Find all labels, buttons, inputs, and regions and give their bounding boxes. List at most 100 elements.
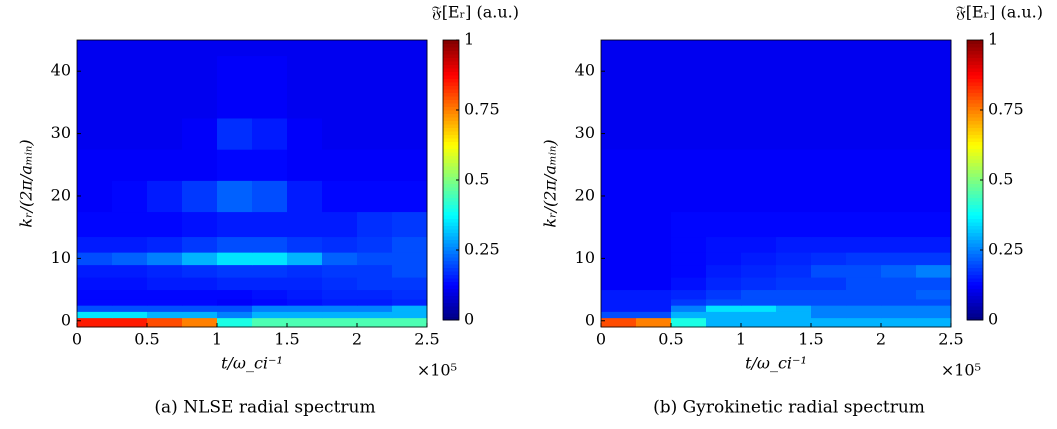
heatmap-cell <box>252 180 288 213</box>
colorbar-swatch <box>443 166 459 170</box>
heatmap-cell <box>636 117 672 150</box>
colorbar-swatch <box>967 218 983 223</box>
heatmap-cell <box>881 305 917 312</box>
colorbar-swatch <box>443 71 459 76</box>
heatmap-cell <box>776 252 812 266</box>
heatmap-cell <box>322 180 358 213</box>
heatmap-cell <box>741 149 777 181</box>
heatmap-cell <box>392 277 428 291</box>
heatmap-cell <box>392 236 428 253</box>
heatmap-cell <box>741 277 777 291</box>
colorbar-swatch <box>443 78 459 83</box>
heatmap-cell <box>846 252 882 266</box>
heatmap-cell <box>322 311 358 319</box>
heatmap-cell <box>776 40 812 57</box>
heatmap-cell <box>357 211 393 238</box>
heatmap-cell <box>811 298 847 306</box>
colorbar-swatch <box>967 313 983 317</box>
heatmap-cell <box>287 149 323 181</box>
colorbar-swatch <box>967 292 983 296</box>
heatmap-cell <box>916 311 952 319</box>
heatmap-cell <box>846 117 882 150</box>
x-tick-label: 2.5 <box>414 330 439 349</box>
heatmap-cell <box>287 289 323 300</box>
colorbar-swatch <box>967 134 983 139</box>
y-axis-label: kᵣ/(2π/aₘᵢₙ) <box>541 139 560 227</box>
y-tick-label: 40 <box>575 61 595 80</box>
heatmap-cell <box>217 211 253 238</box>
heatmap-cell <box>601 317 637 328</box>
colorbar-swatch <box>967 43 983 48</box>
heatmap-cell <box>217 55 253 88</box>
heatmap-cell <box>601 236 637 253</box>
heatmap-cell <box>147 298 183 306</box>
heatmap-cell <box>846 86 882 119</box>
colorbar-swatch <box>443 82 459 86</box>
heatmap-cell <box>706 117 742 150</box>
colorbar-swatch <box>967 225 983 230</box>
x-tick-label: 2.5 <box>938 330 963 349</box>
heatmap-cell <box>671 180 707 213</box>
heatmap-cell <box>287 55 323 88</box>
heatmap-cell <box>357 317 393 328</box>
heatmap-cell <box>252 236 288 253</box>
heatmap-cell <box>636 277 672 291</box>
colorbar-swatch <box>967 169 983 174</box>
heatmap-cell <box>217 236 253 253</box>
x-tick-label: 1.5 <box>798 330 823 349</box>
heatmap-cell <box>601 86 637 119</box>
heatmap-cell <box>357 311 393 319</box>
heatmap-cell <box>77 55 113 88</box>
colorbar-label: 𝔉[Eᵣ] (a.u.) <box>432 3 519 22</box>
colorbar-swatch <box>967 288 983 293</box>
heatmap-cell <box>706 305 742 312</box>
colorbar-swatch <box>443 215 459 219</box>
heatmap-cell <box>392 117 428 150</box>
heatmap-cell <box>252 117 288 150</box>
heatmap-cell <box>252 289 288 300</box>
heatmap-cell <box>287 317 323 328</box>
heatmap-cell <box>217 86 253 119</box>
heatmap-cell <box>811 55 847 88</box>
colorbar-swatch <box>967 82 983 86</box>
heatmap-cell <box>706 311 742 319</box>
colorbar-swatch <box>443 43 459 48</box>
plot-frame <box>600 39 952 328</box>
heatmap-cell <box>287 264 323 278</box>
heatmap-cell <box>322 264 358 278</box>
heatmap-cell <box>77 40 113 57</box>
colorbar-swatch <box>443 208 459 212</box>
heatmap-cell <box>322 86 358 119</box>
heatmap-cell <box>182 117 218 150</box>
colorbar-swatch <box>443 141 459 146</box>
colorbar-swatch <box>967 120 983 125</box>
heatmap-cell <box>601 311 637 319</box>
colorbar-swatch <box>443 155 459 160</box>
heatmap-cell <box>322 289 358 300</box>
heatmap-cell <box>182 252 218 266</box>
colorbar-swatch <box>443 239 459 244</box>
y-tick-label: 10 <box>575 248 595 267</box>
heatmap-cell <box>601 264 637 278</box>
heatmap-cell <box>182 289 218 300</box>
colorbar-swatch <box>443 131 459 135</box>
colorbar-tick-label: 0.5 <box>988 170 1013 189</box>
heatmap-cell <box>182 298 218 306</box>
heatmap-cell <box>706 252 742 266</box>
heatmap-cell <box>881 277 917 291</box>
colorbar-swatch <box>443 316 459 321</box>
heatmap-cell <box>147 264 183 278</box>
colorbar-swatch <box>443 180 459 184</box>
heatmap-cell <box>182 236 218 253</box>
colorbar-swatch <box>967 232 983 237</box>
heatmap-cell <box>706 55 742 88</box>
heatmap-cell <box>252 55 288 88</box>
heatmap-cell <box>182 305 218 312</box>
colorbar-swatch <box>967 295 983 300</box>
colorbar-swatch <box>443 57 459 62</box>
heatmap-cell <box>636 252 672 266</box>
y-axis-label: kᵣ/(2π/aₘᵢₙ) <box>17 139 36 227</box>
heatmap-cell <box>846 40 882 57</box>
heatmap-cell <box>147 55 183 88</box>
heatmap-cell <box>112 117 148 150</box>
